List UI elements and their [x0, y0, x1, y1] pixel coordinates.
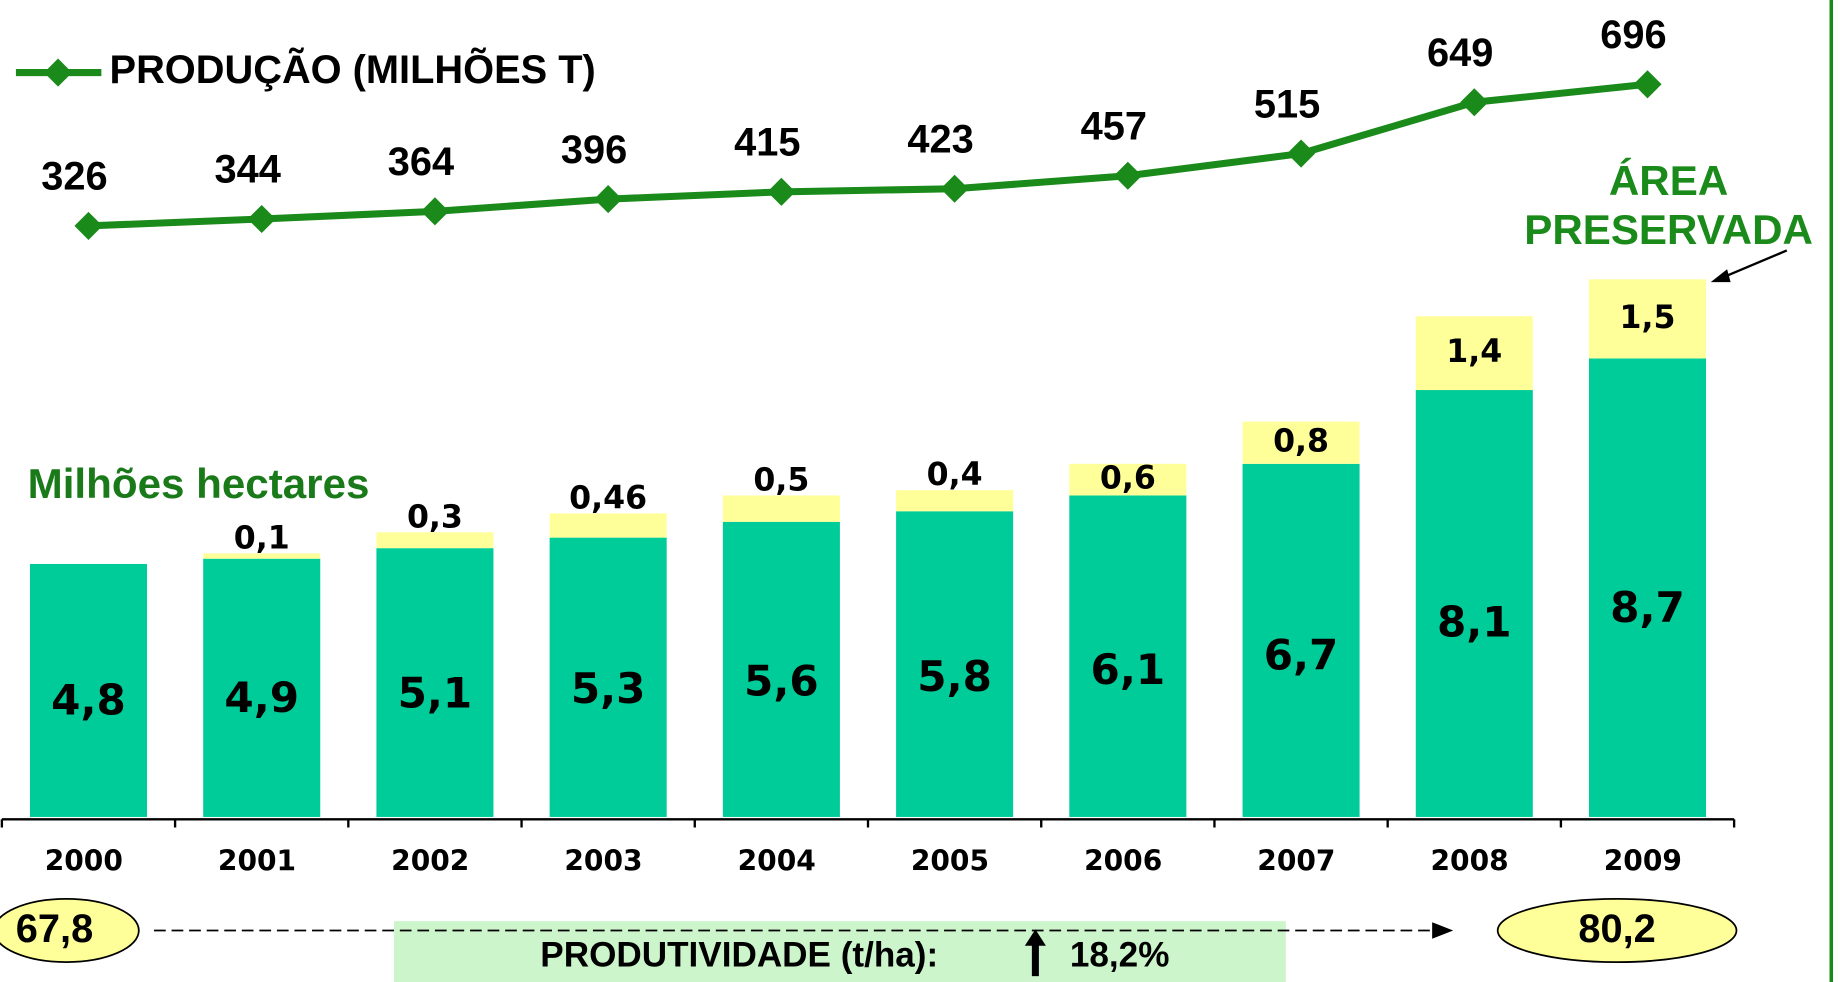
end-oval — [1496, 898, 1738, 963]
value-label: 6,7 — [1264, 631, 1339, 680]
value-label: 5,3 — [571, 664, 646, 713]
value-label: 0,4 — [927, 457, 983, 493]
bar-segment — [1069, 463, 1187, 496]
marker — [594, 185, 623, 214]
arrow-head — [1432, 922, 1454, 939]
x-tick-label: 2006 — [1084, 845, 1162, 878]
value-label: 649 — [1427, 31, 1493, 75]
annotation-arrow — [1719, 249, 1788, 280]
x-tick-label: 2003 — [564, 845, 642, 878]
bar-segment — [896, 490, 1014, 512]
marker — [940, 174, 969, 203]
value-label: 1,4 — [1446, 334, 1502, 370]
bar-segment — [1069, 495, 1187, 817]
end-label: 80,2 — [1578, 907, 1655, 951]
annotation: ÁREA — [1609, 157, 1728, 204]
bar-segment — [376, 532, 494, 549]
value-label: 457 — [1081, 104, 1147, 148]
value-label: 364 — [388, 140, 454, 184]
x-tick-label: 2002 — [391, 845, 469, 878]
x-tick-label: 2009 — [1604, 845, 1682, 878]
value-label: 0,8 — [1273, 424, 1329, 460]
bar-segment — [722, 521, 840, 817]
annotation: PRESERVADA — [1524, 206, 1813, 253]
bar-segment — [722, 495, 840, 522]
bar-segment — [1415, 316, 1533, 391]
value-label: 6,1 — [1091, 645, 1166, 694]
marker — [247, 204, 276, 234]
value-label: 696 — [1600, 13, 1666, 57]
value-label: 415 — [734, 121, 800, 165]
value-label: 4,9 — [224, 673, 299, 722]
marker — [420, 197, 449, 226]
up-arrow-head — [1024, 929, 1046, 946]
legend-label: PRODUÇÃO (MILHÕES T) — [110, 46, 596, 92]
value-label: 0,46 — [569, 480, 647, 516]
marker — [1113, 161, 1142, 190]
y-label: Milhões hectares — [28, 460, 370, 507]
value-label: 0,6 — [1100, 461, 1156, 497]
value-label: 8,1 — [1437, 597, 1512, 646]
x-tick-label: 2000 — [45, 845, 123, 878]
bar-segment — [1415, 390, 1533, 817]
x-tick-label: 2005 — [911, 845, 989, 878]
bar-segment — [1242, 421, 1360, 464]
start-oval — [0, 898, 140, 963]
value-label: 0,5 — [753, 462, 809, 498]
value-label: 515 — [1254, 82, 1320, 126]
marker — [1287, 139, 1316, 168]
x-tick-label: 2007 — [1257, 845, 1335, 878]
x-tick-label: 2008 — [1431, 845, 1509, 878]
bar-segment — [376, 548, 494, 817]
value-label: 8,7 — [1610, 583, 1685, 632]
bar-segment — [549, 513, 667, 538]
value-label: 0,3 — [407, 499, 463, 535]
up-arrow — [1031, 941, 1039, 977]
value-label: 5,6 — [744, 657, 819, 706]
x-tick-label: 2004 — [738, 845, 816, 878]
line — [88, 80, 1648, 230]
productivity-change: 18,2% — [1070, 936, 1170, 975]
productivity-label: PRODUTIVIDADE (t/ha): — [540, 936, 938, 975]
value-label: 423 — [907, 117, 973, 161]
bar-segment — [203, 553, 321, 559]
bar-segment — [29, 563, 148, 817]
x-tick-label: 2001 — [218, 845, 296, 878]
bar-segment — [1588, 358, 1707, 817]
marker — [1460, 88, 1489, 117]
marker — [1633, 70, 1662, 99]
bar-segment — [1588, 279, 1707, 359]
start-label: 67,8 — [16, 907, 93, 951]
bar-segment — [896, 511, 1014, 817]
value-label: 326 — [41, 155, 107, 199]
value-label: 1,5 — [1620, 300, 1676, 336]
bar-segment — [203, 558, 321, 817]
bar-segment — [549, 537, 667, 817]
marker — [74, 211, 103, 240]
bar-segment — [1242, 463, 1360, 817]
value-label: 0,1 — [234, 520, 290, 556]
value-label: 5,8 — [917, 652, 992, 701]
value-label: 4,8 — [51, 676, 126, 725]
marker — [767, 177, 796, 206]
arrow-head — [1710, 269, 1731, 283]
legend-marker — [44, 58, 73, 87]
value-label: 344 — [214, 148, 280, 192]
value-label: 5,1 — [398, 669, 473, 718]
value-label: 396 — [561, 128, 627, 172]
